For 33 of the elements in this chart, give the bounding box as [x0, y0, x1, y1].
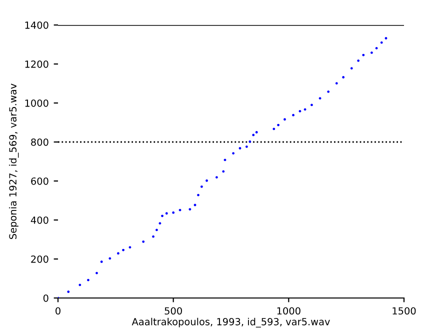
y-tick-label: 400: [30, 216, 48, 224]
y-tick-label: 200: [31, 255, 48, 263]
y-axis-title: Seponia 1927, id_569, var5.wav: [8, 84, 19, 239]
point: [335, 82, 338, 85]
point: [172, 211, 175, 214]
point: [158, 222, 162, 225]
x-tick-label: 500: [164, 307, 182, 315]
point: [165, 212, 168, 215]
point: [108, 257, 112, 260]
point: [142, 240, 145, 243]
y-tick-label: 800: [31, 138, 48, 146]
point: [318, 97, 322, 100]
point: [252, 134, 255, 136]
point: [362, 54, 365, 56]
y-tick-label: 0: [43, 294, 48, 302]
point: [245, 145, 248, 148]
y-tick-label: 600: [31, 177, 48, 185]
point: [78, 284, 82, 286]
point: [357, 59, 360, 62]
x-tick-label: 1500: [392, 307, 416, 315]
y-tick-label: 1400: [25, 21, 48, 29]
point: [298, 110, 302, 112]
point: [380, 41, 383, 44]
x-tick-label: 1000: [277, 307, 300, 315]
point: [222, 170, 225, 173]
point: [327, 90, 330, 93]
y-tick-label: 1200: [25, 60, 48, 68]
x-tick-label: 0: [56, 307, 60, 315]
x-axis-title: Aaaltrakopoulos, 1993, id_593, var5.wav: [132, 318, 330, 328]
point: [272, 128, 276, 130]
point: [232, 152, 235, 155]
y-tick-label: 1000: [25, 99, 48, 107]
point: [248, 140, 252, 143]
